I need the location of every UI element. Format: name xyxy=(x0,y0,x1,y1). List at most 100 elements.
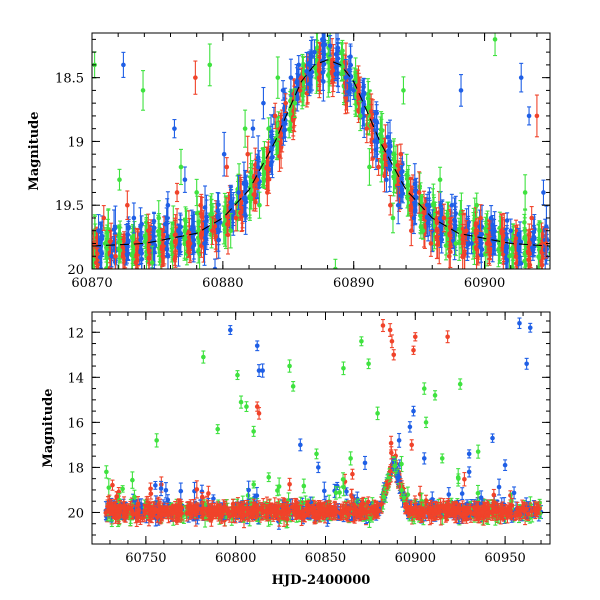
bottom-point-red xyxy=(110,479,115,491)
top-point-green xyxy=(257,191,262,219)
top-point-green xyxy=(242,109,248,148)
bottom-outlier-green xyxy=(359,336,364,347)
top-point-red xyxy=(553,232,558,270)
top-point-blue xyxy=(109,245,114,268)
bottom-point-red xyxy=(423,494,429,507)
bottom-x-axis-title: HJD-2400000 xyxy=(272,573,371,588)
top-point-green xyxy=(168,221,174,252)
top-point-green xyxy=(301,56,306,72)
top-point-blue xyxy=(556,246,561,268)
top-point-blue xyxy=(165,242,171,269)
top-point-green xyxy=(144,214,149,231)
bottom-outlier-blue xyxy=(421,452,427,465)
top-point-blue xyxy=(261,86,266,120)
top-point-green xyxy=(551,223,556,250)
bottom-point-green xyxy=(106,478,112,498)
top-point-red xyxy=(513,239,519,269)
top-point-blue xyxy=(449,193,455,217)
bottom-panel-axes: 60750 60800 60850 60900 60950 12 14 16 18 20 xyxy=(67,312,550,566)
top-y-tick-label: 19.5 xyxy=(55,199,84,214)
bottom-y-tick-label: 12 xyxy=(67,326,84,341)
top-point-blue xyxy=(322,33,328,61)
bottom-outlier-green xyxy=(201,350,206,364)
top-point-blue xyxy=(212,258,218,269)
top-point-green xyxy=(507,238,512,269)
top-point-red xyxy=(233,204,239,232)
top-point-blue xyxy=(304,51,309,91)
top-point-red xyxy=(460,244,465,269)
top-point-blue xyxy=(387,143,393,188)
top-point-red xyxy=(265,178,270,207)
bottom-panel-data xyxy=(103,317,544,530)
top-point-red xyxy=(553,260,558,285)
top-point-blue xyxy=(526,106,532,126)
bottom-outlier-red xyxy=(380,318,386,333)
top-point-red xyxy=(446,241,452,269)
top-point-blue xyxy=(152,227,158,266)
top-point-blue xyxy=(321,61,326,102)
top-point-green xyxy=(430,188,436,222)
bottom-outlier-blue xyxy=(298,438,303,452)
top-point-blue xyxy=(469,232,474,255)
bottom-outlier-green xyxy=(366,358,371,370)
top-point-blue xyxy=(320,33,325,53)
bottom-point-green xyxy=(130,471,135,489)
top-point-red xyxy=(93,240,99,269)
top-point-red xyxy=(145,213,151,248)
top-point-blue xyxy=(191,228,197,252)
bottom-y-tick-label: 20 xyxy=(67,506,84,521)
top-point-blue xyxy=(556,222,561,257)
top-point-red xyxy=(534,94,540,138)
top-point-blue xyxy=(504,212,510,229)
bottom-point-blue xyxy=(446,487,452,502)
bottom-point-red xyxy=(462,472,467,487)
bottom-outlier-green xyxy=(287,359,292,373)
top-point-blue xyxy=(172,119,177,139)
top-point-blue xyxy=(465,231,471,258)
bottom-outlier-green xyxy=(348,451,353,466)
top-point-red xyxy=(539,240,545,266)
top-point-blue xyxy=(121,51,126,78)
bottom-outlier-blue xyxy=(316,461,321,474)
bottom-outlier-blue xyxy=(502,459,508,472)
bottom-point-blue xyxy=(153,480,158,490)
top-point-green xyxy=(522,174,528,211)
top-point-red xyxy=(113,234,118,269)
top-panel-frame xyxy=(91,32,551,270)
bottom-point-green xyxy=(120,485,125,493)
top-point-green xyxy=(550,232,555,269)
bottom-outlier-blue xyxy=(227,325,233,335)
top-point-blue xyxy=(182,166,188,193)
top-point-blue xyxy=(250,119,256,138)
bottom-point-blue xyxy=(344,487,349,496)
top-point-green xyxy=(140,70,146,111)
top-point-blue xyxy=(131,202,137,234)
top-point-green xyxy=(550,216,555,258)
bottom-outlier-green xyxy=(154,433,159,448)
top-point-blue xyxy=(439,225,444,254)
bottom-outlier-green xyxy=(439,453,445,464)
top-point-green xyxy=(492,33,498,57)
top-point-red xyxy=(478,204,483,232)
top-point-green xyxy=(484,213,489,249)
top-point-red xyxy=(376,158,381,176)
top-point-green xyxy=(247,172,253,203)
bottom-outlier-green xyxy=(244,401,249,413)
bottom-outlier-blue xyxy=(490,433,495,443)
top-point-red xyxy=(299,67,304,88)
top-point-green xyxy=(228,212,234,249)
top-point-green xyxy=(196,211,202,232)
bottom-outlier-green xyxy=(457,378,463,390)
top-point-red xyxy=(434,216,440,230)
bottom-outlier-red xyxy=(391,349,397,361)
top-point-red xyxy=(101,205,107,231)
top-point-red xyxy=(553,249,558,266)
top-point-red xyxy=(416,171,422,214)
top-point-green xyxy=(367,148,372,186)
bottom-point-blue xyxy=(163,482,169,499)
top-point-blue xyxy=(557,225,562,259)
bottom-outlier-blue xyxy=(362,455,368,470)
top-point-blue xyxy=(518,62,524,93)
top-point-green xyxy=(149,245,155,269)
top-point-green xyxy=(178,148,184,186)
